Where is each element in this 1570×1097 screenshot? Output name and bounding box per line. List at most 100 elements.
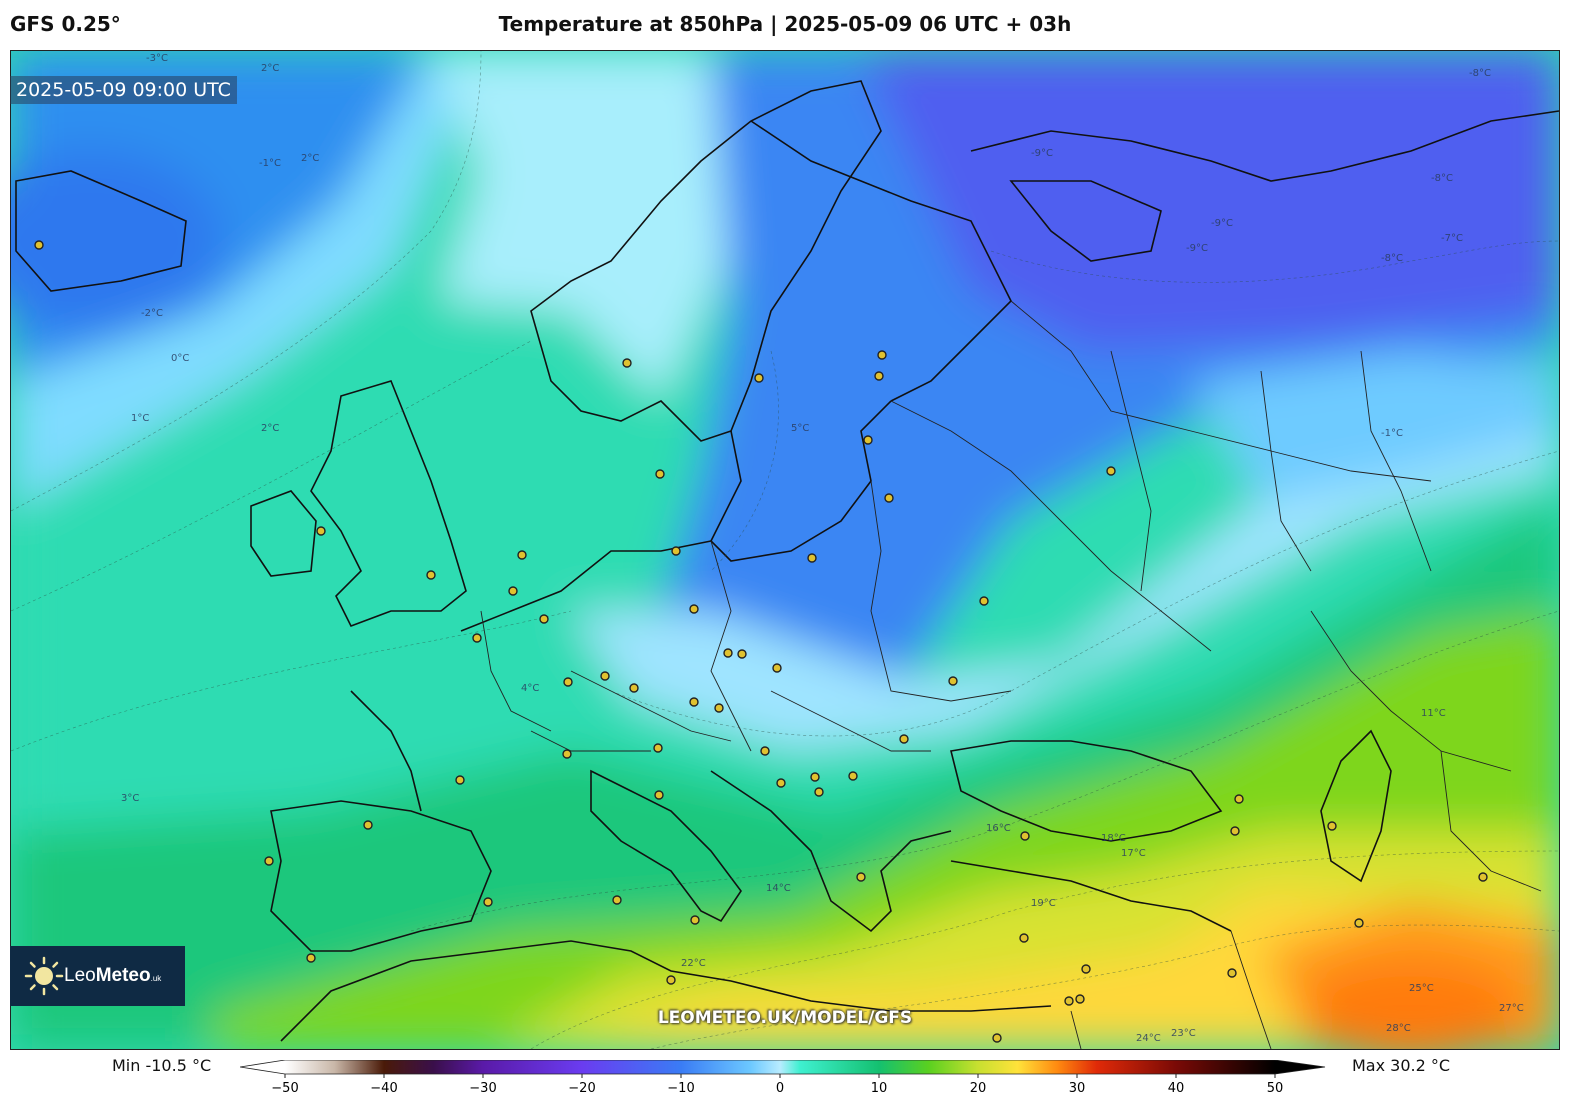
colorbar-tick-label: −30 xyxy=(469,1081,496,1096)
city-marker xyxy=(737,649,747,659)
city-marker xyxy=(508,586,518,596)
colorbar: −50 −40 −30 −20 −10 0 10 20 30 40 50 xyxy=(240,1060,1326,1096)
colorbar-min-label: Min -10.5 °C xyxy=(112,1056,212,1075)
isotherm-contours xyxy=(11,51,1559,1049)
city-marker xyxy=(874,371,884,381)
city-marker xyxy=(666,975,676,985)
colorbar-tick-label: 50 xyxy=(1267,1081,1284,1096)
city-markers xyxy=(34,240,1488,1043)
leometeo-logo[interactable]: LeoMeteo.uk xyxy=(10,946,185,1006)
city-marker xyxy=(1020,831,1030,841)
colorbar-tick-label: 30 xyxy=(1069,1081,1086,1096)
isotherm-label: -7°C xyxy=(1441,233,1463,244)
city-marker xyxy=(562,749,572,759)
city-marker xyxy=(671,546,681,556)
city-marker xyxy=(1019,933,1029,943)
country-borders xyxy=(480,300,1542,1049)
city-marker xyxy=(654,790,664,800)
city-marker xyxy=(426,570,436,580)
chart-title: Temperature at 850hPa | 2025-05-09 06 UT… xyxy=(498,12,1072,36)
isotherm-label: 2°C xyxy=(261,63,279,74)
colorbar-tick-label: −40 xyxy=(370,1081,397,1096)
isotherm-label: -1°C xyxy=(1381,428,1403,439)
isotherm-label: 28°C xyxy=(1386,1023,1411,1034)
city-marker xyxy=(807,553,817,563)
temperature-field xyxy=(11,51,1559,1049)
colorbar-tick-label: 20 xyxy=(970,1081,987,1096)
city-marker xyxy=(655,469,665,479)
isotherm-label: 23°C xyxy=(1171,1028,1196,1039)
city-marker xyxy=(563,677,573,687)
temperature-map: -3°C 2°C -1°C 2°C -2°C 0°C 1°C 2°C 3°C 4… xyxy=(11,51,1559,1049)
city-marker xyxy=(1478,872,1488,882)
city-marker xyxy=(754,373,764,383)
city-marker xyxy=(723,648,733,658)
city-marker xyxy=(979,596,989,606)
isotherm-label: 25°C xyxy=(1409,983,1434,994)
city-marker xyxy=(848,771,858,781)
isotherm-label: -9°C xyxy=(1186,243,1208,254)
city-marker xyxy=(884,493,894,503)
sun-icon xyxy=(24,956,64,996)
city-marker xyxy=(34,240,44,250)
isotherm-label: 16°C xyxy=(986,823,1011,834)
isotherm-label: 2°C xyxy=(301,153,319,164)
isotherm-label: 0°C xyxy=(171,353,189,364)
city-marker xyxy=(714,703,724,713)
city-marker xyxy=(1327,821,1337,831)
isotherm-label: -3°C xyxy=(146,53,168,64)
city-marker xyxy=(689,604,699,614)
city-marker xyxy=(306,953,316,963)
city-marker xyxy=(472,633,482,643)
city-marker xyxy=(1227,968,1237,978)
colorbar-tick-label: −20 xyxy=(568,1081,595,1096)
isotherm-label: 3°C xyxy=(121,793,139,804)
isotherm-label: 18°C xyxy=(1101,833,1126,844)
city-marker xyxy=(653,743,663,753)
city-marker xyxy=(690,915,700,925)
isotherm-label: -1°C xyxy=(259,158,281,169)
isotherm-label: 4°C xyxy=(521,683,539,694)
colorbar-tick-label: −50 xyxy=(271,1081,298,1096)
isotherm-label: 11°C xyxy=(1421,708,1446,719)
city-marker xyxy=(363,820,373,830)
city-marker xyxy=(776,778,786,788)
colorbar-tick-label: 40 xyxy=(1168,1081,1185,1096)
model-label: GFS 0.25° xyxy=(10,12,121,36)
city-marker xyxy=(856,872,866,882)
city-marker xyxy=(1106,466,1116,476)
colorbar-ticks: −50 −40 −30 −20 −10 0 10 20 30 40 50 xyxy=(271,1074,1283,1096)
isotherm-label: 19°C xyxy=(1031,898,1056,909)
city-marker xyxy=(772,663,782,673)
isotherm-label: 14°C xyxy=(766,883,791,894)
city-marker xyxy=(948,676,958,686)
city-marker xyxy=(1075,994,1085,1004)
city-marker xyxy=(1354,918,1364,928)
city-marker xyxy=(899,734,909,744)
city-marker xyxy=(810,772,820,782)
city-marker xyxy=(877,350,887,360)
city-marker xyxy=(1230,826,1240,836)
city-marker xyxy=(316,526,326,536)
isotherm-label: -2°C xyxy=(141,308,163,319)
city-marker xyxy=(517,550,527,560)
isotherm-label: -9°C xyxy=(1211,218,1233,229)
city-marker xyxy=(264,856,274,866)
colorbar-tick-label: −10 xyxy=(667,1081,694,1096)
isotherm-label-group: -3°C 2°C -1°C 2°C -2°C 0°C 1°C 2°C 3°C 4… xyxy=(121,53,1524,1044)
city-marker xyxy=(622,358,632,368)
map-panel[interactable]: -3°C 2°C -1°C 2°C -2°C 0°C 1°C 2°C 3°C 4… xyxy=(10,50,1560,1050)
city-marker xyxy=(629,683,639,693)
isotherm-label: 24°C xyxy=(1136,1033,1161,1044)
colorbar-tick-label: 0 xyxy=(776,1081,784,1096)
isotherm-label: -8°C xyxy=(1431,173,1453,184)
isotherm-label: 27°C xyxy=(1499,1003,1524,1014)
city-marker xyxy=(455,775,465,785)
city-marker xyxy=(1234,794,1244,804)
colorbar-max-label: Max 30.2 °C xyxy=(1352,1056,1451,1075)
isotherm-label: -8°C xyxy=(1469,68,1491,79)
colorbar-tick-label: 10 xyxy=(871,1081,888,1096)
city-marker xyxy=(1064,996,1074,1006)
watermark-url: LEOMETEO.UK/MODEL/GFS xyxy=(657,1008,913,1028)
isotherm-label: 5°C xyxy=(791,423,809,434)
